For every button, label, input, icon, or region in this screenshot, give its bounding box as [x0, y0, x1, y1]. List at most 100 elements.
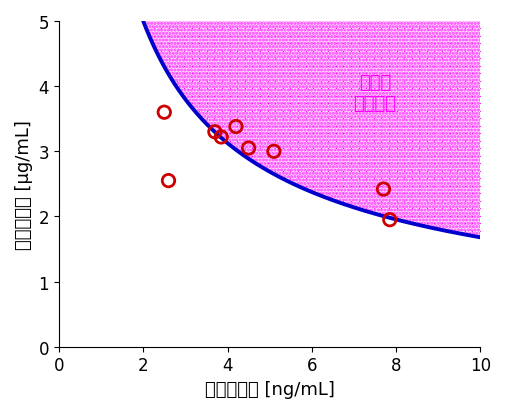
Point: [218, 108, 226, 115]
Point: [468, 78, 476, 85]
Point: [392, 26, 400, 33]
Point: [203, 63, 211, 70]
Point: [475, 228, 483, 234]
Point: [278, 93, 286, 100]
Point: [415, 93, 423, 100]
Point: [248, 26, 256, 33]
Point: [309, 26, 317, 33]
Point: [369, 131, 377, 137]
Point: [263, 93, 271, 100]
Point: [475, 116, 483, 122]
Point: [331, 183, 339, 190]
Point: [430, 71, 438, 77]
Point: [149, 26, 158, 33]
Point: [407, 26, 415, 33]
Point: [203, 101, 211, 107]
Point: [437, 213, 445, 219]
Point: [256, 41, 264, 47]
Point: [244, 145, 252, 152]
Point: [468, 71, 476, 77]
Point: [468, 26, 476, 33]
Point: [422, 71, 430, 77]
Point: [165, 26, 173, 33]
Point: [399, 78, 408, 85]
Point: [271, 26, 279, 33]
Point: [452, 198, 461, 204]
Point: [407, 145, 415, 152]
Point: [460, 228, 468, 234]
Point: [445, 220, 453, 227]
Point: [271, 101, 279, 107]
Point: [233, 33, 241, 40]
Point: [415, 161, 423, 167]
Point: [263, 26, 271, 33]
Point: [475, 138, 483, 145]
Point: [301, 138, 309, 145]
Point: [415, 78, 423, 85]
Point: [369, 101, 377, 107]
Point: [362, 145, 370, 152]
Point: [271, 78, 279, 85]
Point: [399, 71, 408, 77]
Point: [286, 153, 294, 159]
Point: [437, 168, 445, 175]
Point: [384, 205, 392, 212]
Point: [248, 41, 256, 47]
Point: [324, 78, 332, 85]
Point: [278, 101, 286, 107]
Point: [384, 78, 392, 85]
Point: [452, 63, 461, 70]
Point: [203, 48, 211, 55]
Point: [203, 78, 211, 85]
Point: [203, 33, 211, 40]
Point: [309, 101, 317, 107]
Point: [430, 63, 438, 70]
Point: [354, 63, 362, 70]
Point: [271, 116, 279, 122]
Point: [286, 161, 294, 167]
Point: [203, 56, 211, 62]
Point: [248, 153, 256, 159]
Point: [218, 71, 226, 77]
Point: [263, 71, 271, 77]
X-axis label: 镇痛薬濃度 [ng/mL]: 镇痛薬濃度 [ng/mL]: [205, 380, 334, 398]
Point: [346, 131, 355, 137]
Point: [377, 78, 385, 85]
Point: [218, 63, 226, 70]
Point: [407, 190, 415, 197]
Point: [392, 138, 400, 145]
Point: [293, 33, 301, 40]
Point: [256, 123, 264, 130]
Point: [339, 26, 347, 33]
Point: [195, 41, 203, 47]
Point: [422, 183, 430, 190]
Point: [384, 213, 392, 219]
Point: [195, 78, 203, 85]
Point: [271, 131, 279, 137]
Point: [263, 138, 271, 145]
Point: [430, 168, 438, 175]
Point: [468, 228, 476, 234]
Point: [354, 71, 362, 77]
Point: [309, 116, 317, 122]
Point: [263, 153, 271, 159]
Point: [271, 168, 279, 175]
Point: [293, 161, 301, 167]
Point: [407, 198, 415, 204]
Point: [399, 33, 408, 40]
Point: [211, 129, 219, 136]
Point: [339, 33, 347, 40]
Point: [475, 41, 483, 47]
Point: [165, 71, 173, 77]
Point: [301, 176, 309, 182]
Point: [399, 93, 408, 100]
Point: [248, 33, 256, 40]
Point: [180, 93, 188, 100]
Point: [468, 123, 476, 130]
Point: [392, 93, 400, 100]
Point: [445, 145, 453, 152]
Point: [377, 116, 385, 122]
Point: [422, 153, 430, 159]
Point: [399, 176, 408, 182]
Point: [331, 116, 339, 122]
